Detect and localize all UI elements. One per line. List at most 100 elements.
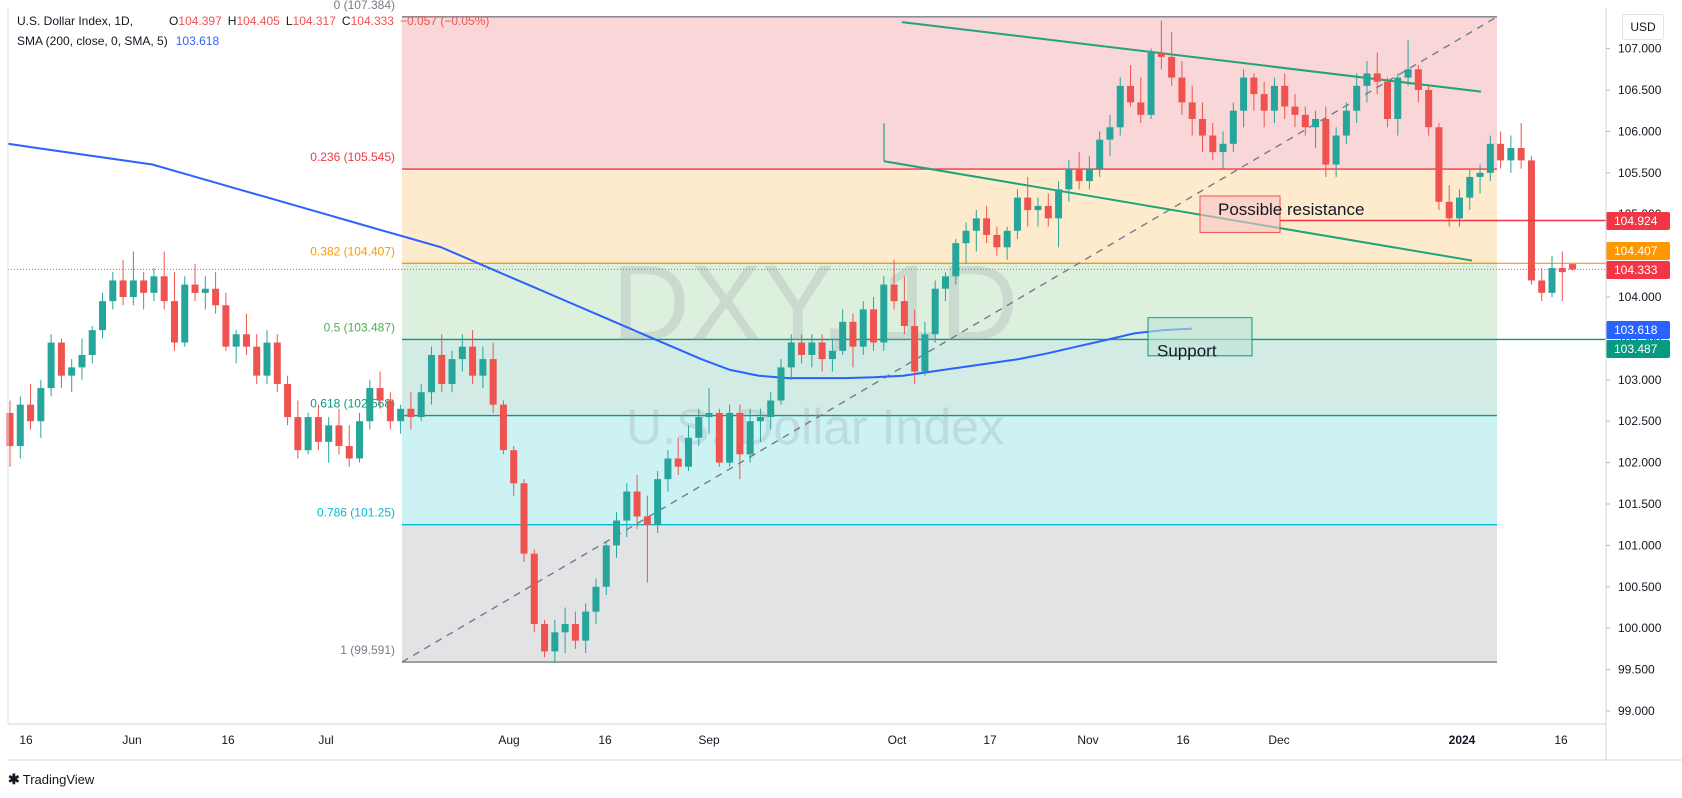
candle-body (1373, 73, 1381, 82)
open-label: O (169, 14, 179, 28)
legend-title[interactable]: U.S. Dollar Index, 1D, (17, 14, 134, 28)
candle-body (78, 354, 86, 368)
candle-body (499, 404, 507, 451)
candle-body (839, 321, 847, 351)
time-tick-label: Nov (1077, 733, 1098, 747)
candle-body (756, 417, 764, 422)
candle-body (1332, 135, 1340, 165)
candle-body (1281, 85, 1289, 107)
candle-body (705, 412, 713, 418)
resistance-label: Possible resistance (1218, 200, 1364, 219)
fib-level-label: 0.236 (105.545) (310, 150, 395, 164)
candle-body (1301, 114, 1309, 128)
candle-body (541, 624, 549, 652)
price-tag-bg (1606, 340, 1670, 358)
candle-body (160, 276, 168, 302)
price-tag-label: 104.407 (1614, 244, 1658, 258)
price-tag-label: 104.924 (1614, 214, 1658, 228)
candle-body (376, 388, 384, 401)
candle-body (1034, 205, 1042, 211)
candle-body (469, 346, 477, 376)
candle-body (1384, 81, 1392, 119)
candle-body (222, 305, 230, 347)
price-tag-label: 104.333 (1614, 263, 1658, 277)
low-label: L (285, 14, 293, 28)
low-value: 104.317 (292, 14, 336, 28)
candle-body (294, 417, 302, 451)
candle-body (1075, 168, 1083, 182)
candle-body (983, 218, 991, 235)
candle-body (284, 383, 292, 418)
candle-body (212, 288, 220, 306)
price-tag-bg (1606, 261, 1670, 279)
candle-body (726, 412, 734, 463)
time-tick-label: Oct (888, 733, 907, 747)
footer-branding[interactable]: ✱ TradingView (8, 771, 94, 788)
candle-body (88, 330, 96, 355)
time-tick-label: 16 (1176, 733, 1190, 747)
candle-body (479, 359, 487, 376)
price-tick-label: 106.500 (1618, 83, 1662, 97)
candle-body (191, 284, 199, 293)
price-tick-label: 100.500 (1618, 580, 1662, 594)
tradingview-logo-icon: ✱ (8, 771, 20, 787)
price-tag-label: 103.618 (1614, 323, 1658, 337)
candle-body (582, 611, 590, 641)
price-tick-label: 99.000 (1618, 704, 1655, 718)
time-tick-label: Aug (498, 733, 519, 747)
candle-body (941, 276, 949, 289)
candle-body (1178, 77, 1186, 103)
sma-indicator-label[interactable]: SMA (200, close, 0, SMA, 5) (17, 34, 168, 48)
time-tick-label: 16 (1554, 733, 1568, 747)
candle-body (1106, 127, 1114, 140)
candle-body (304, 417, 312, 451)
candle-body (818, 342, 826, 360)
fib-level-label: 0 (107.384) (334, 0, 395, 12)
candle-body (325, 425, 333, 442)
brand-name: TradingView (22, 772, 95, 787)
candle-body (900, 301, 908, 326)
candle-body (1517, 147, 1525, 161)
candle-body (438, 354, 446, 384)
candle-body (1157, 52, 1165, 57)
time-tick-label: 2024 (1449, 733, 1476, 747)
time-tick-label: Jul (318, 733, 333, 747)
candle-body (921, 334, 929, 372)
candle-body (530, 553, 538, 625)
candle-body (962, 230, 970, 244)
candle-body (623, 491, 631, 521)
price-axis[interactable]: 99.000 99.500 100.000 100.500 101.000 101.500… (1606, 42, 1662, 718)
candle-body (1538, 280, 1546, 293)
candle-body (890, 284, 898, 302)
candle-body (777, 367, 785, 401)
candle-body (1096, 139, 1104, 169)
fib-band (402, 263, 1497, 340)
time-tick-label: Sep (698, 733, 720, 747)
candle-body (571, 624, 579, 641)
sma-indicator-value: 103.618 (175, 34, 220, 48)
price-tag-bg (1606, 212, 1670, 230)
candle-body (1445, 201, 1453, 219)
candle-body (1055, 189, 1063, 219)
candle-body (1229, 110, 1237, 144)
price-tag-label: 103.487 (1614, 342, 1658, 356)
candle-body (68, 367, 76, 376)
candle-body (242, 334, 250, 347)
fib-level-label: 0.786 (101.25) (317, 506, 395, 520)
candle-body (684, 437, 692, 467)
candle-body (952, 243, 960, 277)
candle-body (16, 404, 24, 447)
candle-body (1342, 110, 1350, 136)
candle-body (1569, 264, 1577, 270)
candle-body (828, 350, 836, 360)
candle-body (263, 342, 271, 376)
sma-polyline (7, 142, 1193, 380)
candle-body (551, 632, 559, 652)
candle-body (870, 309, 878, 343)
time-axis[interactable]: 16 Jun 16 Jul Aug 16 Sep Oct 17 Nov 16 Dec 2024 16 (19, 733, 1568, 747)
candle-body (1013, 197, 1021, 231)
candle-body (1291, 106, 1299, 115)
currency-unit-button[interactable]: USD (1622, 14, 1664, 40)
candle-body (633, 491, 641, 517)
